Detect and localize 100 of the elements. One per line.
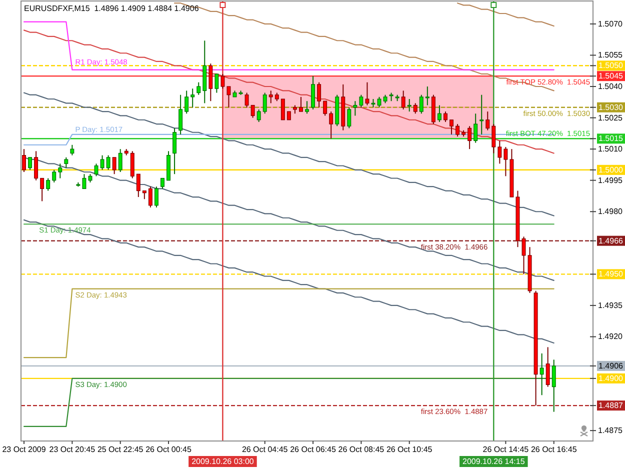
y-tick-label: 1.4980 bbox=[598, 207, 624, 216]
candlestick bbox=[456, 124, 460, 138]
x-tick-label: 2009.10.26 14:15 bbox=[462, 457, 526, 466]
candlestick bbox=[504, 146, 508, 177]
candlestick bbox=[244, 92, 249, 108]
candlestick bbox=[419, 94, 424, 114]
y-tick-label: 1.4906 bbox=[598, 361, 624, 370]
candlestick bbox=[70, 144, 74, 156]
candlestick bbox=[546, 346, 550, 388]
candlestick bbox=[280, 98, 285, 120]
candlestick bbox=[540, 352, 544, 396]
candlestick bbox=[40, 178, 44, 202]
y-tick-label: 1.5010 bbox=[598, 144, 624, 154]
candlestick bbox=[100, 154, 104, 170]
candlestick bbox=[214, 73, 219, 94]
candlestick bbox=[480, 94, 484, 135]
line-series bbox=[23, 219, 554, 344]
candlestick bbox=[359, 94, 364, 108]
y-tick-label: 1.5050 bbox=[598, 61, 624, 70]
candlestick bbox=[178, 94, 183, 135]
candlestick bbox=[305, 100, 309, 114]
chart-title: EURUSDFXF,M15 1.4896 1.4909 1.4884 1.4906 bbox=[24, 4, 200, 13]
candlestick bbox=[64, 156, 68, 168]
candlestick bbox=[22, 148, 26, 172]
candlestick bbox=[522, 236, 526, 275]
x-tick-label: 25 Oct 22:45 bbox=[97, 445, 144, 454]
candlestick bbox=[268, 90, 273, 104]
y-tick-label: 1.5030 bbox=[598, 102, 624, 112]
candlestick bbox=[190, 88, 195, 108]
x-tick-label: 26 Oct 16:45 bbox=[530, 445, 578, 454]
y-tick-label: 1.4875 bbox=[598, 426, 624, 436]
candlestick bbox=[58, 163, 62, 179]
candlestick bbox=[323, 100, 328, 116]
y-tick-label: 1.5045 bbox=[598, 72, 624, 81]
candlestick bbox=[208, 63, 213, 102]
y-tick-label: 1.4966 bbox=[598, 236, 624, 246]
candlestick bbox=[353, 100, 358, 116]
candlestick bbox=[82, 174, 86, 190]
candlestick bbox=[154, 186, 158, 208]
candlestick bbox=[136, 174, 140, 198]
y-tick-label: 1.4950 bbox=[598, 270, 624, 279]
candlestick bbox=[160, 178, 164, 190]
candlestick bbox=[262, 92, 267, 114]
candlestick bbox=[52, 169, 56, 183]
y-tick-label: 1.5025 bbox=[598, 113, 624, 122]
candlestick bbox=[450, 119, 454, 135]
candlestick bbox=[365, 82, 370, 106]
candlestick bbox=[498, 140, 502, 164]
candlestick bbox=[425, 86, 430, 106]
y-tick-label: 1.4920 bbox=[598, 332, 624, 342]
candlestick bbox=[148, 186, 152, 208]
line-series bbox=[456, 2, 554, 27]
x-tick-label: 26 Oct 14:45 bbox=[482, 445, 530, 454]
candlestick bbox=[112, 156, 116, 175]
y-tick-label: 1.5015 bbox=[598, 134, 624, 144]
candlestick bbox=[311, 76, 316, 110]
y-tick-label: 1.4887 bbox=[598, 401, 624, 410]
candlestick bbox=[130, 150, 134, 179]
candlestick bbox=[298, 96, 303, 112]
candlestick bbox=[34, 150, 38, 181]
y-tick-label: 1.5000 bbox=[598, 165, 624, 174]
candlestick bbox=[444, 111, 448, 122]
candlestick bbox=[28, 156, 32, 170]
candlestick bbox=[317, 82, 322, 108]
x-tick-label: 2009.10.26 03:00 bbox=[192, 457, 254, 466]
x-tick-label: 23 Oct 20:45 bbox=[49, 445, 96, 454]
y-tick-label: 1.4900 bbox=[598, 374, 624, 383]
x-tick-label: 26 Oct 04:45 bbox=[242, 445, 288, 454]
x-tick-label: 26 Oct 10:45 bbox=[386, 445, 433, 454]
candlestick bbox=[46, 178, 50, 192]
candlestick bbox=[196, 82, 201, 96]
x-tick-label: 26 Oct 00:45 bbox=[146, 445, 192, 454]
candlestick bbox=[256, 108, 261, 122]
candlestick bbox=[220, 73, 225, 90]
x-tick-label: 26 Oct 06:45 bbox=[290, 445, 336, 454]
candlestick bbox=[347, 106, 352, 129]
x-tick-label: 26 Oct 08:45 bbox=[338, 445, 385, 454]
candlestick bbox=[468, 126, 472, 150]
y-tick-label: 1.4995 bbox=[598, 176, 624, 185]
candlestick bbox=[401, 90, 406, 110]
line-series bbox=[23, 156, 554, 281]
candlestick bbox=[437, 104, 442, 122]
candlestick bbox=[94, 163, 98, 177]
candlestick bbox=[172, 128, 177, 175]
candlestick bbox=[407, 98, 412, 112]
candlestick bbox=[377, 96, 382, 108]
candlestick bbox=[118, 148, 122, 172]
x-tick-label: 23 Oct 2009 bbox=[2, 445, 46, 454]
candlestick bbox=[492, 124, 496, 154]
y-tick-label: 1.5070 bbox=[598, 19, 624, 28]
candlestick bbox=[329, 111, 334, 140]
candlestick bbox=[413, 102, 418, 114]
candlestick bbox=[184, 90, 189, 114]
y-tick-label: 1.5055 bbox=[598, 50, 624, 60]
candlestick bbox=[226, 86, 231, 108]
candlestick bbox=[250, 104, 255, 118]
candlestick bbox=[552, 359, 556, 412]
candlestick bbox=[474, 113, 478, 144]
y-tick-label: 1.4935 bbox=[598, 300, 624, 310]
candlestick bbox=[106, 154, 110, 170]
